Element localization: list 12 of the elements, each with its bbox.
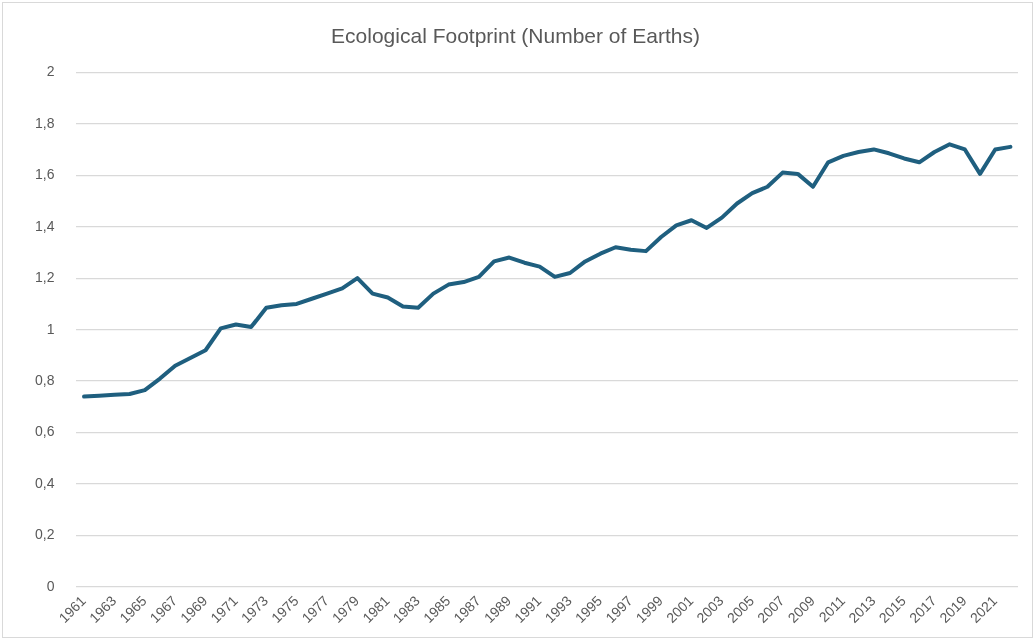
y-tick-label: 0,6: [34, 423, 55, 440]
y-tick-label: 0: [46, 577, 55, 594]
y-tick-label: 1,6: [34, 166, 55, 183]
y-tick-label: 1,8: [34, 114, 55, 131]
y-tick-label: 0,2: [34, 526, 55, 543]
chart-title: Ecological Footprint (Number of Earths): [331, 24, 700, 48]
y-tick-label: 0,4: [34, 474, 55, 491]
y-tick-label: 2: [46, 63, 55, 80]
y-tick-label: 1: [46, 320, 55, 337]
y-tick-label: 1,4: [34, 217, 55, 234]
y-tick-label: 1,2: [34, 269, 55, 286]
y-tick-label: 0,8: [34, 372, 55, 388]
